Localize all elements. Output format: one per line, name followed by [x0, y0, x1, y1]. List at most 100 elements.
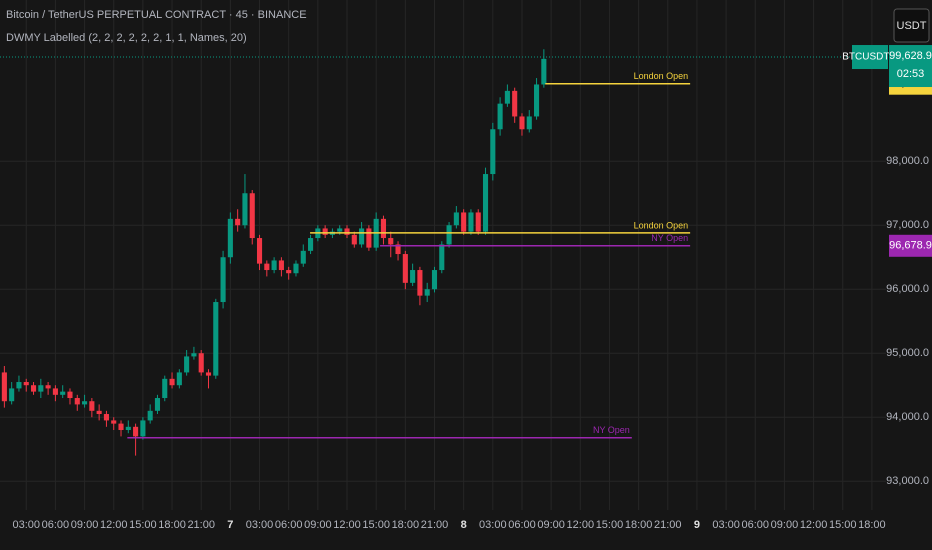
candle-body — [220, 257, 226, 303]
currency-label: USDT — [897, 20, 927, 32]
candle-body — [424, 289, 430, 296]
level-label: London Open — [634, 220, 689, 230]
candle-body — [45, 385, 51, 389]
candle-body — [125, 426, 131, 431]
x-tick-label: 12:00 — [333, 519, 361, 531]
candle-body — [417, 270, 423, 296]
symbol-tag: BTCUSDT.P — [842, 52, 898, 63]
candle-body — [60, 391, 66, 395]
x-tick-label: 15:00 — [596, 519, 624, 531]
currency-button[interactable] — [893, 8, 930, 43]
candle-body — [38, 385, 44, 392]
indicator-label: DWMY Labelled (2, 2, 2, 2, 2, 2, 1, 1, N… — [6, 32, 247, 44]
candle-body — [235, 218, 241, 226]
candle-body — [242, 193, 248, 226]
x-tick-label: 12:00 — [567, 519, 595, 531]
candle-body — [300, 250, 306, 264]
chart-title: Bitcoin / TetherUS PERPETUAL CONTRACT · … — [6, 9, 307, 21]
candle-body — [504, 90, 510, 104]
candle-body — [118, 423, 124, 431]
x-tick-label: 21:00 — [421, 519, 449, 531]
x-tick-label: 9 — [694, 519, 700, 531]
x-tick-label: 03:00 — [479, 519, 507, 531]
candle-body — [227, 218, 233, 258]
candle-body — [468, 212, 474, 232]
candle-body — [140, 420, 146, 437]
candle-body — [526, 116, 532, 130]
x-tick-label: 06:00 — [275, 519, 303, 531]
candle-body — [213, 302, 219, 376]
x-tick-label: 15:00 — [362, 519, 390, 531]
candle-body — [133, 426, 139, 437]
x-tick-label: 06:00 — [741, 519, 769, 531]
x-tick-label: 03:00 — [12, 519, 40, 531]
candle-body — [67, 391, 73, 399]
x-tick-label: 03:00 — [246, 519, 274, 531]
candle-body — [1, 372, 7, 402]
candle-body — [184, 356, 190, 373]
price-tag — [889, 234, 932, 257]
candle-body — [191, 353, 197, 357]
candle-body — [74, 398, 80, 405]
candle-body — [534, 84, 540, 117]
candle-body — [512, 90, 518, 117]
candle-body — [359, 228, 365, 245]
x-tick-label: 09:00 — [304, 519, 332, 531]
candle-body — [380, 218, 387, 239]
candle-body — [410, 270, 416, 283]
x-tick-label: 09:00 — [771, 519, 799, 531]
x-tick-label: 12:00 — [100, 519, 128, 531]
candle-body — [402, 254, 408, 283]
last-price-tag: 99,628.9 — [889, 50, 932, 62]
candle-body — [431, 270, 438, 290]
candle-body — [461, 212, 467, 232]
x-tick-label: 7 — [227, 519, 233, 531]
candle-body — [16, 382, 22, 389]
x-tick-label: 06:00 — [508, 519, 536, 531]
x-tick-label: 06:00 — [42, 519, 70, 531]
candle-body — [519, 116, 525, 130]
candle-body — [490, 129, 496, 175]
x-tick-label: 18:00 — [392, 519, 420, 531]
candle-body — [205, 372, 212, 376]
x-tick-label: 15:00 — [129, 519, 157, 531]
x-tick-label: 21:00 — [187, 519, 215, 531]
x-tick-label: 03:00 — [712, 519, 740, 531]
candle-body — [278, 260, 284, 271]
candle-body — [351, 234, 357, 245]
x-tick-label: 18:00 — [858, 519, 886, 531]
candle-body — [96, 410, 102, 415]
candle-body — [446, 225, 452, 245]
candle-body — [439, 244, 445, 271]
candle-body — [541, 58, 547, 85]
y-tick-label: 97,000.0 — [886, 219, 929, 231]
y-tick-label: 93,000.0 — [886, 475, 929, 487]
candle-body — [154, 398, 161, 411]
x-tick-label: 09:00 — [537, 519, 565, 531]
y-tick-label: 96,000.0 — [886, 283, 929, 295]
y-tick-label: 98,000.0 — [886, 155, 929, 167]
candle-body — [271, 260, 277, 271]
y-tick-label: 94,000.0 — [886, 411, 929, 423]
candle-body — [293, 263, 299, 274]
symbol-tag-bg — [852, 45, 888, 70]
candle-body — [395, 244, 401, 255]
countdown: 02:53 — [897, 68, 925, 80]
candle-body — [249, 193, 255, 239]
candle-body — [9, 388, 15, 402]
level-label: London Open — [634, 71, 689, 81]
candle-body — [198, 353, 204, 373]
candle-body — [366, 228, 372, 248]
y-tick-label: 95,000.0 — [886, 347, 929, 359]
candle-body — [147, 410, 153, 421]
candle-body — [337, 228, 343, 232]
candle-body — [286, 270, 292, 274]
candle-body — [82, 401, 88, 405]
x-tick-label: 12:00 — [800, 519, 828, 531]
candle-body — [322, 228, 328, 235]
candle-body — [388, 238, 394, 245]
last-price-tag-bg — [889, 45, 932, 88]
x-tick-label: 18:00 — [625, 519, 653, 531]
